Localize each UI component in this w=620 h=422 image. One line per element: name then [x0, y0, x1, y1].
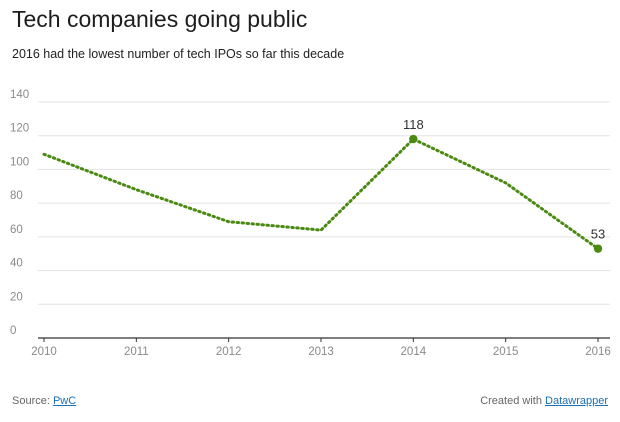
chart-title: Tech companies going public	[12, 6, 308, 32]
source-label: Source:	[12, 395, 53, 407]
y-tick-label: 40	[10, 258, 23, 270]
x-tick-label: 2010	[31, 346, 57, 358]
source-note: Source: PwC	[12, 395, 76, 407]
x-tick-label: 2016	[585, 346, 611, 358]
data-label: 53	[591, 227, 605, 242]
y-tick-label: 0	[10, 325, 16, 337]
x-tick-label: 2012	[216, 346, 242, 358]
y-tick-label: 100	[10, 156, 29, 168]
credit-note: Created with Datawrapper	[480, 395, 608, 407]
datawrapper-link[interactable]: Datawrapper	[545, 395, 608, 407]
y-tick-label: 20	[10, 291, 23, 303]
data-point	[409, 134, 418, 144]
y-tick-label: 120	[10, 123, 29, 135]
y-tick-label: 140	[10, 89, 29, 101]
x-tick-label: 2015	[493, 346, 519, 358]
chart-subtitle: 2016 had the lowest number of tech IPOs …	[12, 47, 345, 61]
x-tick-label: 2013	[308, 346, 334, 358]
x-tick-label: 2011	[124, 346, 149, 358]
y-tick-label: 80	[10, 190, 23, 202]
data-label: 118	[403, 117, 424, 132]
data-point	[593, 244, 603, 253]
y-tick-label: 60	[10, 224, 23, 236]
series-line	[42, 137, 600, 251]
x-tick-label: 2014	[401, 346, 427, 358]
credit-label: Created with	[480, 395, 546, 407]
source-link[interactable]: PwC	[52, 395, 77, 407]
